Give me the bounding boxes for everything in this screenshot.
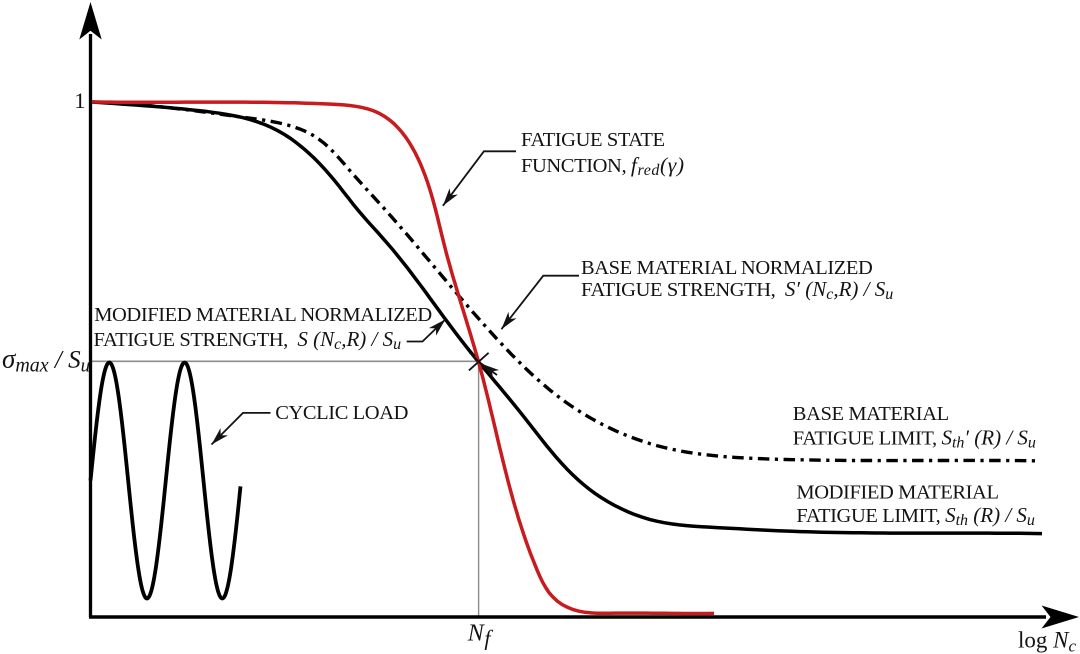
svg-text:CYCLIC LOAD: CYCLIC LOAD [275, 402, 408, 424]
svg-text:FATIGUE STATE: FATIGUE STATE [521, 129, 665, 151]
svg-text:1: 1 [74, 88, 85, 113]
svg-text:FATIGUE LIMIT, Sth′ (R) / Su: FATIGUE LIMIT, Sth′ (R) / Su [793, 425, 1036, 451]
svg-text:BASE MATERIAL: BASE MATERIAL [793, 403, 949, 425]
svg-text:FATIGUE STRENGTH, S (Nc,R) /: FATIGUE STRENGTH, S (Nc,R) / Su [94, 327, 402, 353]
svg-text:FATIGUE LIMIT, Sth (R) / Su: FATIGUE LIMIT, Sth (R) / Su [796, 503, 1035, 529]
svg-text:FATIGUE STRENGTH, S′ (Nc,R) /: FATIGUE STRENGTH, S′ (Nc,R) / Su [581, 277, 893, 303]
svg-text:MODIFIED MATERIAL: MODIFIED MATERIAL [796, 482, 998, 504]
svg-text:FUNCTION, fred(γ): FUNCTION, fred(γ) [521, 153, 685, 179]
svg-text:Nf: Nf [467, 621, 494, 651]
svg-text:BASE MATERIAL NORMALIZED: BASE MATERIAL NORMALIZED [581, 257, 872, 279]
svg-text:MODIFIED MATERIAL NORMALIZED: MODIFIED MATERIAL NORMALIZED [94, 304, 432, 326]
svg-text:log Nc: log Nc [1018, 628, 1076, 654]
svg-text:σmax / Su: σmax / Su [2, 344, 90, 377]
